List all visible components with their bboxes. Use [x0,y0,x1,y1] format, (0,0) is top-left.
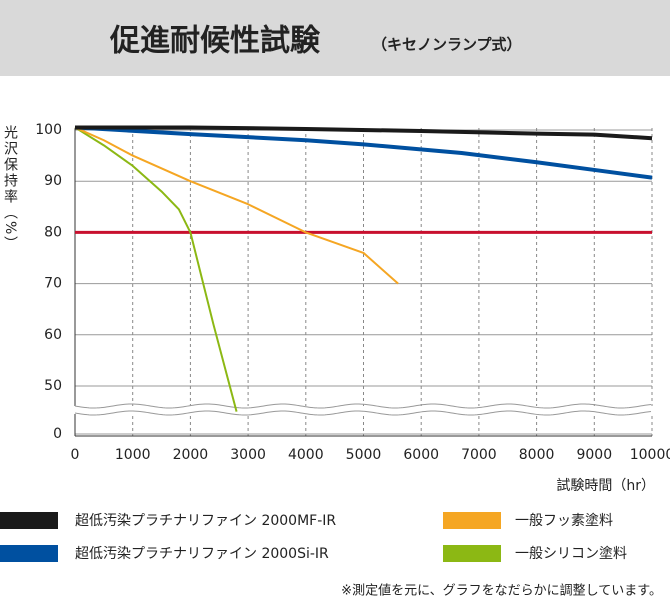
x-axis-label: 試験時間（hr） [556,478,655,494]
footnote: ※測定値を元に、グラフをなだらかに調整しています。 [341,583,662,599]
chart-subtitle: （キセノンランプ式） [372,36,522,54]
y-tick-label: 0 [53,426,62,442]
legend-label: 一般フッ素塗料 [515,512,613,529]
axis-break [74,410,652,416]
y-tick-label: 100 [35,122,62,138]
series-line [75,125,653,141]
series-line [74,126,238,412]
legend-label: 超低汚染プラチナリファイン 2000MF-IR [75,513,336,529]
x-tick-label: 1000 [115,447,151,463]
x-tick-label: 7000 [461,447,497,463]
series-line [74,126,399,285]
y-tick-label: 90 [44,173,62,189]
x-tick-label: 6000 [403,447,439,463]
legend-swatch [443,545,501,562]
x-tick-label: 5000 [346,447,382,463]
legend-label: 一般シリコン塗料 [515,545,627,562]
x-tick-label: 4000 [288,447,324,463]
legend-label: 超低汚染プラチナリファイン 2000Si-IR [75,546,329,562]
y-tick-label: 70 [44,276,62,292]
axis-break-band [73,406,654,414]
legend-swatch [0,545,58,562]
x-tick-label: 3000 [230,447,266,463]
y-tick-label: 50 [44,378,62,394]
axis-break [74,403,652,409]
legend-swatch [0,512,58,529]
y-axis-label: 光沢保持率（%） [2,125,18,252]
x-tick-label: 8000 [519,447,555,463]
y-tick-label: 80 [44,224,62,240]
x-tick-label: 0 [71,447,80,463]
y-tick-label: 60 [44,327,62,343]
x-tick-label: 9000 [576,447,612,463]
series-line [74,125,653,180]
x-tick-label: 2000 [173,447,209,463]
chart-title: 促進耐候性試験 [109,24,321,59]
header-bar [0,0,670,76]
x-tick-label: 10000 [630,447,670,463]
legend-swatch [443,512,501,529]
